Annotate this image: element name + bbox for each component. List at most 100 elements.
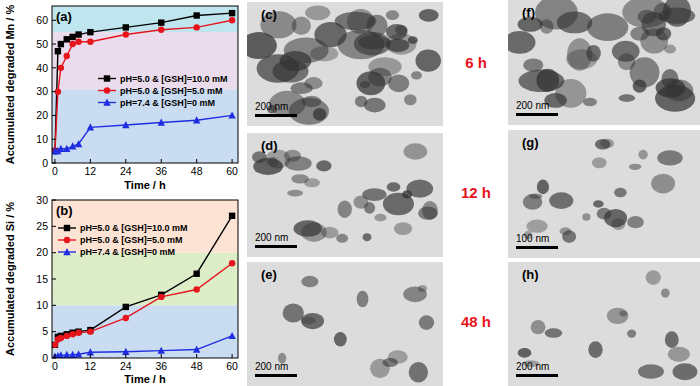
marker [193,271,199,277]
particle [638,364,664,379]
particle [408,36,418,44]
frame [52,200,238,358]
particle [374,214,386,222]
particle [253,158,283,175]
y-tick [52,279,56,280]
micrograph-background [247,262,443,386]
particle [519,70,565,92]
frame [52,6,238,163]
y-tick-label: 40 [36,62,48,74]
y-tick [52,226,56,227]
micrograph-texture [523,139,683,243]
particle [301,276,318,288]
marker [64,333,70,339]
legend-label: pH=5.0 & [GSH]=5.0 mM [120,86,223,96]
particle [290,82,312,94]
panel-label: (g) [522,135,539,150]
particle [655,85,695,112]
scale-bar-label: 200 nm [255,361,288,372]
particle [305,5,330,20]
marker [228,111,235,118]
marker [158,347,165,354]
particle [549,192,573,209]
y-tick-label: 60 [36,14,48,26]
legend: pH=5.0 & [GSH]=10.0 mMpH=5.0 & [GSH]=5.0… [58,223,188,257]
particle [630,57,660,87]
particle [537,180,549,195]
marker [64,53,70,59]
particle [411,71,422,79]
particle [386,39,409,52]
particle [334,332,347,347]
marker [158,294,164,300]
legend-marker [63,248,70,255]
y-tick [52,305,56,306]
legend-marker [64,225,70,231]
micrograph: (c)200 nm [240,2,443,126]
y-tick [52,139,56,140]
band [52,6,238,32]
panel-label: (f) [522,5,535,20]
figure: 012243648600102030405060Time / hAccumula… [0,0,700,386]
marker [58,41,64,47]
micrograph: (d)200 nm [247,133,443,257]
particle [592,157,607,168]
series-line [55,13,232,151]
marker [87,38,93,44]
marker [87,123,94,130]
scale-bar [255,114,297,117]
particle [357,291,369,308]
particle [661,289,670,298]
marker [58,65,64,71]
micrograph-texture [508,0,695,112]
y-tick-label: 25 [36,220,48,232]
legend-marker [103,99,110,106]
marker [75,31,81,37]
micrograph-texture [278,276,434,383]
legend-label: pH=7.4 & [GSH]=0 mM [120,98,215,108]
micrograph-texture [252,143,438,242]
y-tick [52,358,56,359]
scale-bar [516,246,558,249]
marker [193,24,199,30]
particle [422,201,438,220]
scale-bar-label: 200 nm [516,361,549,372]
marker [75,140,82,147]
x-tick-label: 0 [52,165,58,177]
series-line [55,336,232,357]
particle [404,94,417,105]
marker [193,12,199,18]
marker [63,351,70,358]
x-tick [54,354,55,358]
x-tick [90,159,91,163]
marker [69,34,75,40]
marker [75,38,81,44]
y-tick-label: 0 [42,352,48,364]
micrograph-background [247,2,443,126]
marker [87,328,93,334]
x-tick-label: 48 [191,360,203,372]
y-tick [52,91,56,92]
particle [535,0,578,30]
panel-label: (d) [261,138,278,153]
panel-label: (h) [522,267,539,282]
particle [562,230,576,243]
marker [69,41,75,47]
x-tick [161,354,162,358]
y-tick [52,252,56,253]
legend-marker [64,237,70,243]
y-tick-label: 5 [42,325,48,337]
particle [415,49,441,71]
particle [419,9,439,22]
x-axis-label: Time / h [124,373,166,385]
marker [228,332,235,339]
particle [409,362,428,383]
particle [363,233,372,241]
micrograph-background [508,262,700,386]
particle [545,328,563,338]
particle [531,320,546,334]
particle [607,308,629,324]
band [52,200,238,253]
y-tick [52,44,56,45]
particle [418,285,427,292]
